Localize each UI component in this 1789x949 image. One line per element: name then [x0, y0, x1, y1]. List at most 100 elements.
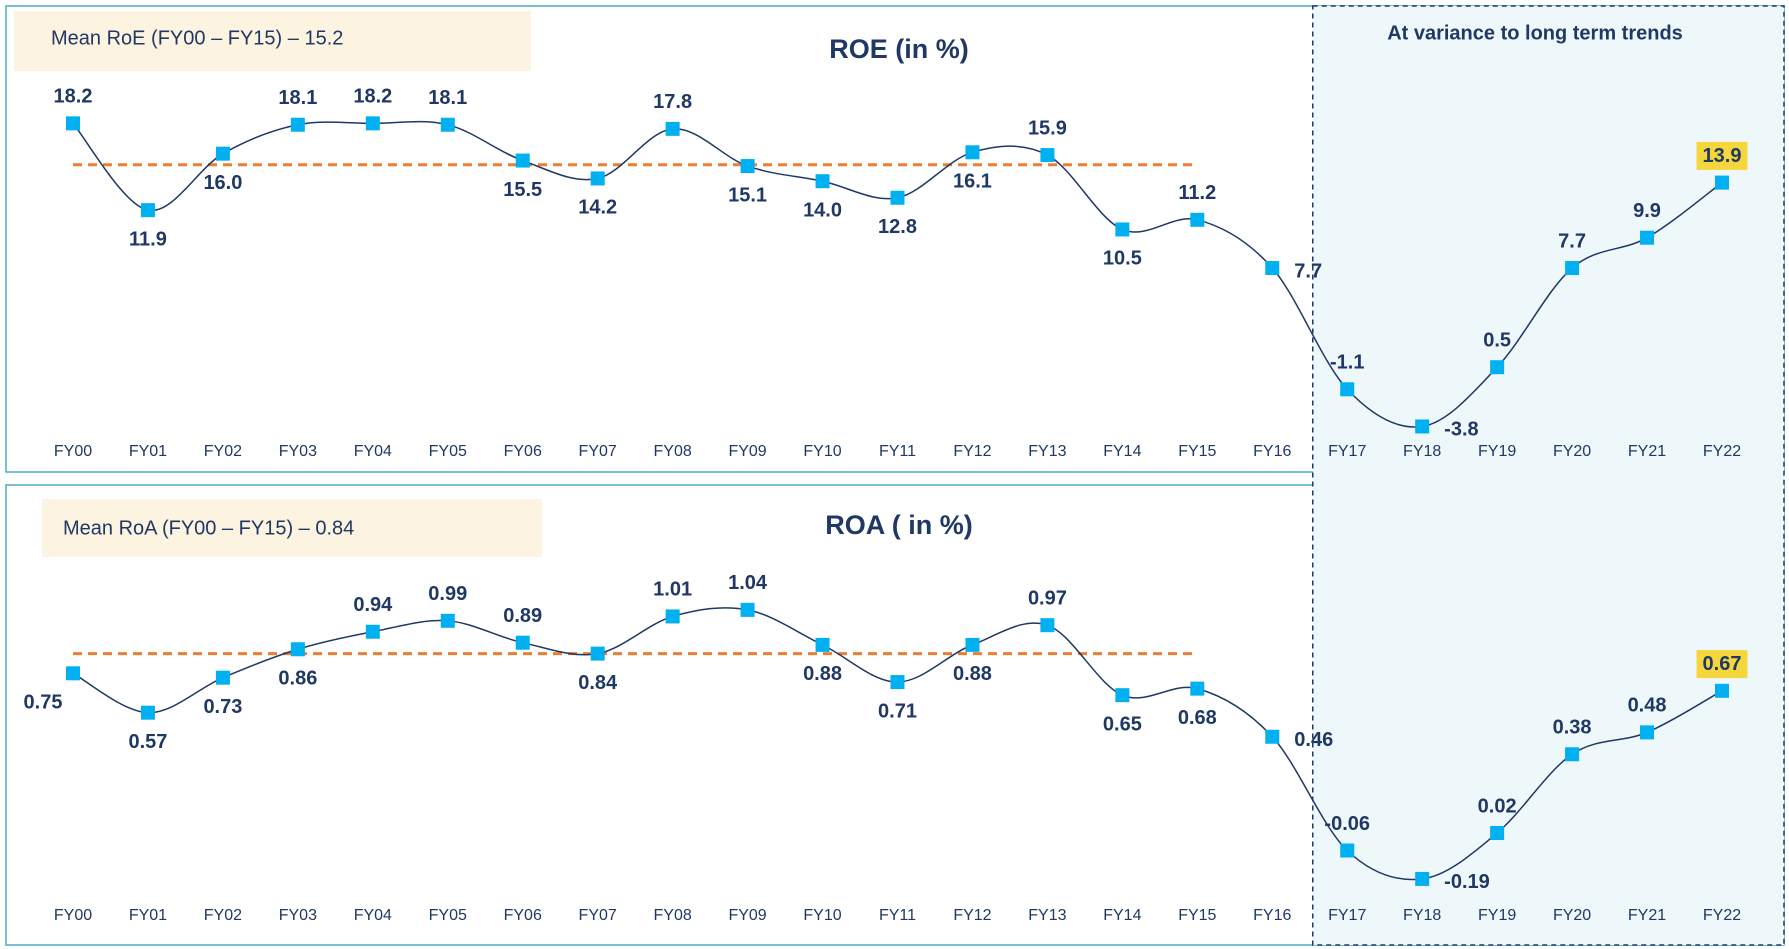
- x-tick-label: FY22: [1703, 443, 1741, 460]
- marker: [440, 613, 455, 628]
- x-tick-label: FY12: [953, 443, 991, 460]
- value-label: 18.2: [353, 86, 392, 108]
- x-tick-label: FY00: [54, 907, 92, 924]
- x-tick-label: FY15: [1178, 907, 1216, 924]
- x-tick-label: FY09: [728, 443, 766, 460]
- x-tick-label: FY06: [504, 907, 542, 924]
- marker: [290, 117, 305, 132]
- value-label: -0.19: [1444, 871, 1490, 893]
- annotation: Mean RoA (FY00 – FY15) – 0.84: [63, 517, 354, 539]
- x-tick-label: FY00: [54, 443, 92, 460]
- marker: [290, 642, 305, 657]
- value-label: 0.89: [503, 605, 542, 627]
- marker: [215, 670, 230, 685]
- marker: [1490, 360, 1505, 375]
- marker: [1640, 725, 1655, 740]
- x-tick-label: FY20: [1553, 443, 1591, 460]
- marker: [1565, 747, 1580, 762]
- value-label: 0.97: [1028, 587, 1067, 609]
- value-label: 0.73: [203, 696, 242, 718]
- value-label: 0.94: [353, 594, 393, 616]
- marker: [1265, 729, 1280, 744]
- value-label: 0.88: [953, 663, 992, 685]
- x-tick-label: FY07: [579, 443, 617, 460]
- x-tick-label: FY12: [953, 907, 991, 924]
- x-tick-label: FY18: [1403, 443, 1441, 460]
- marker: [1265, 261, 1280, 276]
- value-label: 0.84: [578, 672, 618, 694]
- marker: [1190, 212, 1205, 227]
- marker: [365, 116, 380, 131]
- annotation: Mean RoE (FY00 – FY15) – 15.2: [51, 27, 343, 49]
- x-tick-label: FY10: [803, 443, 841, 460]
- x-tick-label: FY02: [204, 907, 242, 924]
- value-label: 15.9: [1028, 117, 1067, 139]
- x-tick-label: FY04: [354, 907, 392, 924]
- x-tick-label: FY04: [354, 443, 392, 460]
- marker: [1340, 843, 1355, 858]
- x-tick-label: FY14: [1103, 907, 1141, 924]
- marker: [965, 637, 980, 652]
- x-tick-label: FY05: [429, 907, 467, 924]
- x-tick-label: FY10: [803, 907, 841, 924]
- marker: [140, 705, 155, 720]
- x-tick-label: FY11: [879, 907, 916, 924]
- marker: [1115, 688, 1130, 703]
- value-label: 15.5: [503, 179, 542, 201]
- value-label: 0.88: [803, 663, 842, 685]
- marker: [665, 121, 680, 136]
- value-label: 10.5: [1103, 248, 1142, 270]
- value-label: 0.02: [1478, 795, 1517, 817]
- x-tick-label: FY19: [1478, 907, 1516, 924]
- value-label: 14.0: [803, 200, 842, 222]
- value-label: 0.68: [1178, 707, 1217, 729]
- marker: [665, 609, 680, 624]
- x-tick-label: FY02: [204, 443, 242, 460]
- value-label: 0.65: [1103, 713, 1142, 735]
- value-label: 0.57: [128, 731, 167, 753]
- marker: [66, 666, 80, 681]
- marker: [1490, 826, 1505, 840]
- marker: [1415, 419, 1430, 434]
- chart-title: ROA ( in %): [825, 510, 973, 540]
- marker: [1715, 175, 1729, 190]
- x-tick-label: FY20: [1553, 907, 1591, 924]
- marker: [515, 153, 530, 168]
- highlight-box: [1696, 650, 1748, 679]
- value-label: -3.8: [1444, 419, 1478, 441]
- x-tick-label: FY08: [654, 907, 692, 924]
- marker: [815, 637, 830, 652]
- line: [72, 120, 1723, 428]
- value-label: 1.01: [653, 579, 692, 601]
- marker: [890, 675, 905, 690]
- x-tick-label: FY21: [1628, 907, 1666, 924]
- x-tick-label: FY01: [129, 907, 167, 924]
- marker: [1115, 222, 1130, 237]
- x-tick-label: FY16: [1253, 443, 1291, 460]
- value-label: 1.04: [728, 572, 768, 594]
- marker: [215, 146, 230, 161]
- value-label: 0.75: [24, 692, 63, 714]
- marker: [965, 145, 980, 160]
- line: [72, 607, 1723, 881]
- x-tick-label: FY06: [504, 443, 542, 460]
- value-label: 18.1: [428, 87, 467, 109]
- value-label: 0.67: [1703, 653, 1742, 675]
- value-label: 0.48: [1628, 695, 1667, 717]
- marker: [590, 646, 605, 661]
- x-tick-label: FY15: [1178, 443, 1216, 460]
- marker: [1190, 681, 1205, 696]
- x-tick-label: FY03: [279, 443, 317, 460]
- x-tick-label: FY17: [1328, 443, 1366, 460]
- x-tick-label: FY07: [579, 907, 617, 924]
- x-tick-label: FY13: [1028, 907, 1066, 924]
- value-label: 11.2: [1178, 182, 1216, 204]
- marker: [590, 171, 605, 186]
- value-label: 0.46: [1294, 729, 1333, 751]
- annotation-box: [42, 499, 542, 557]
- marker: [1415, 871, 1430, 886]
- value-label: 12.8: [878, 216, 917, 238]
- x-tick-label: FY21: [1628, 443, 1666, 460]
- value-label: 0.86: [278, 668, 317, 690]
